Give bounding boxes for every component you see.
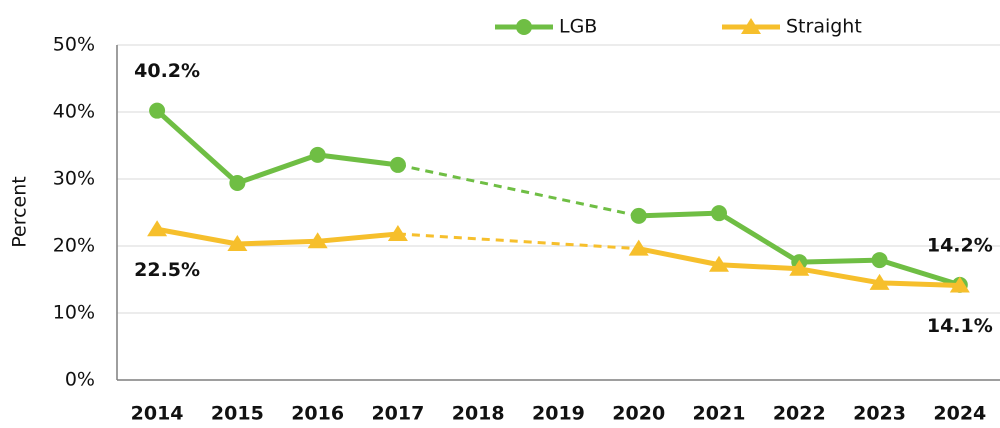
x-tick-label: 2014: [131, 403, 184, 425]
point: [709, 255, 730, 272]
x-tick-label: 2020: [612, 403, 665, 425]
series-line: [156, 226, 399, 247]
x-tick-label: 2021: [693, 403, 746, 425]
data-label: 14.1%: [927, 315, 993, 337]
point: [789, 259, 810, 276]
point: [309, 146, 326, 163]
y-tick-label: 20%: [53, 235, 95, 257]
y-tick-label: 50%: [53, 34, 95, 56]
y-tick-label: 0%: [65, 369, 95, 391]
x-tick-label: 2018: [452, 403, 505, 425]
point: [869, 273, 890, 290]
gap-bridge: [397, 232, 639, 251]
x-tick-label: 2019: [532, 403, 585, 425]
point: [227, 234, 248, 251]
point: [630, 207, 647, 224]
y-axis-label: Percent: [9, 176, 31, 248]
data-label: 40.2%: [134, 60, 200, 82]
point: [871, 252, 888, 269]
x-tick-label: 2017: [371, 403, 424, 425]
point: [628, 239, 649, 256]
x-tick-label: 2016: [291, 403, 344, 425]
y-tick-label: 30%: [53, 168, 95, 190]
data-label: 14.2%: [927, 234, 993, 256]
y-tick-label: 40%: [53, 101, 95, 123]
x-tick-label: 2023: [853, 403, 906, 425]
point: [389, 156, 406, 173]
legend-label: LGB: [559, 16, 597, 38]
point: [711, 205, 728, 222]
x-tick-label: 2024: [933, 403, 986, 425]
point: [229, 175, 246, 192]
x-tick-label: 2022: [773, 403, 826, 425]
legend-marker: [516, 19, 532, 35]
point: [387, 224, 408, 241]
point: [149, 102, 166, 119]
y-tick-label: 10%: [53, 302, 95, 324]
x-tick-label: 2015: [211, 403, 264, 425]
gap-bridge: [397, 163, 640, 218]
data-label: 22.5%: [134, 259, 200, 281]
point: [307, 232, 328, 249]
series-line: [155, 108, 399, 186]
legend-label: Straight: [786, 16, 862, 38]
point: [949, 276, 970, 293]
point: [147, 220, 168, 237]
legend-marker: [741, 18, 761, 34]
